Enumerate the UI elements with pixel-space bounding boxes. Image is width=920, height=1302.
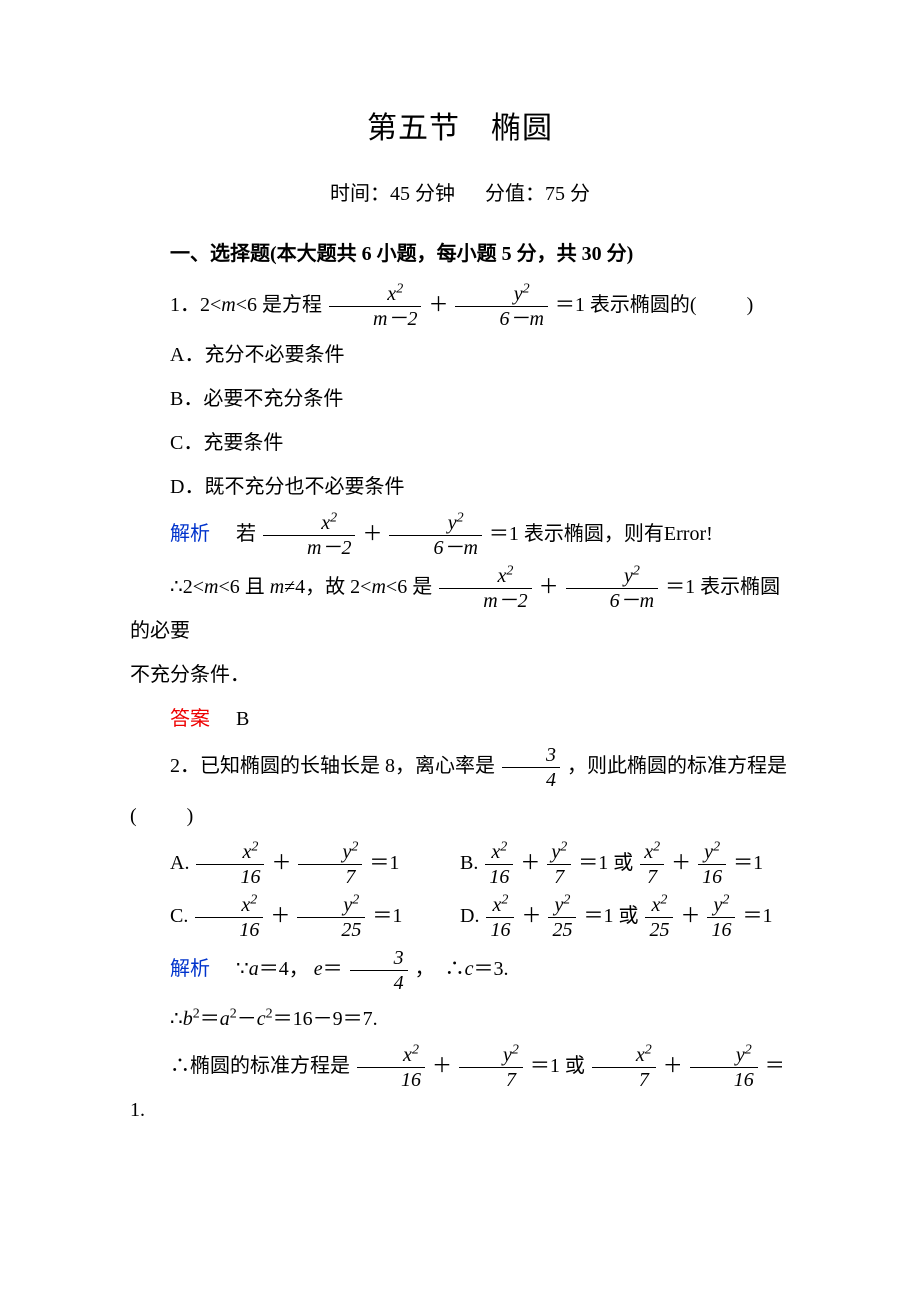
q2-options-row-2: C. x216 ＋ y225 ＝1 D. x216 ＋ y225 ＝1 或 x2… — [130, 894, 790, 941]
time-value: 45 分钟 — [390, 183, 455, 205]
q2-solution-label: 解析 — [170, 958, 210, 980]
q2-option-c: C. x216 ＋ y225 ＝1 — [130, 894, 460, 941]
q1-frac-x: x2 m－2 — [329, 283, 421, 330]
q1-stem-prefix: 1．2< — [170, 294, 221, 316]
q2-option-b: B. x216 ＋ y27 ＝1 或 x27 ＋ y216 ＝1 — [460, 841, 790, 888]
score-label: 分值： — [485, 183, 545, 205]
q1-answer-label: 答案 — [170, 708, 210, 730]
q2-stem-b: ，则此椭圆的标准方程是 — [567, 755, 787, 777]
q1-sol-t5: ≠4，故 2< — [284, 576, 371, 598]
q2-solution-line3: ∴椭圆的标准方程是 x216 ＋ y27 ＝1 或 x27 ＋ y216 ＝1. — [130, 1044, 790, 1129]
time-label: 时间： — [330, 183, 390, 205]
q1-paren-close: ) — [747, 294, 754, 316]
q1-frac-y-den-6: 6－ — [499, 308, 529, 330]
q1-option-a: A．充分不必要条件 — [130, 336, 790, 374]
q2-option-d: D. x216 ＋ y225 ＝1 或 x225 ＋ y216 ＝1 — [460, 894, 790, 941]
q1-frac-x-den-2: －2 — [387, 308, 417, 330]
q2-solution-line2: ∴b2＝a2－c2＝16－9＝7. — [130, 1000, 790, 1038]
q1-option-d: D．既不充分也不必要条件 — [130, 468, 790, 506]
q2-option-a: A. x216 ＋ y27 ＝1 — [130, 841, 460, 888]
q1-solution-line3: 不充分条件． — [130, 656, 790, 694]
q1-frac-y-num: y — [514, 283, 523, 305]
q2-sol-l3a: ∴椭圆的标准方程是 — [170, 1055, 350, 1077]
q1-sol-t4: <6 且 — [218, 576, 269, 598]
q2-stem-a: 2．已知椭圆的长轴长是 8，离心率是 — [170, 755, 495, 777]
q2-solution-line1: 解析 ∵a＝4， e＝ 34 ， ∴c＝3. — [130, 947, 790, 994]
q1-option-b: B．必要不充分条件 — [130, 380, 790, 418]
q1-option-c: C．充要条件 — [130, 424, 790, 462]
q1-sol-frac-x: x2 m－2 — [263, 512, 355, 559]
q2-paren: () — [130, 797, 790, 835]
q1-frac-x-den-m: m — [373, 308, 387, 330]
section-1-heading: 一、选择题(本大题共 6 小题，每小题 5 分，共 30 分) — [130, 235, 790, 273]
q1-answer-value: B — [236, 708, 249, 730]
q1-sol2-frac-x: x2 m－2 — [439, 565, 531, 612]
q1-answer: 答案 B — [130, 700, 790, 738]
score-value: 75 分 — [545, 183, 590, 205]
q1-stem-mid: <6 是方程 — [236, 294, 322, 316]
q2-e-frac: 3 4 — [502, 744, 560, 791]
q1-sol2-frac-y: y2 6－m — [566, 565, 658, 612]
q1-stem: 1．2<m<6 是方程 x2 m－2 ＋ y2 6－m ＝1 表示椭圆的() — [130, 283, 790, 330]
q1-plus: ＋ — [428, 294, 448, 316]
q2-stem: 2．已知椭圆的长轴长是 8，离心率是 3 4 ，则此椭圆的标准方程是 — [130, 744, 790, 791]
q1-frac-y-den-m: m — [529, 308, 543, 330]
page-subtitle: 时间：45 分钟 分值：75 分 — [130, 175, 790, 213]
q1-sol-t6: <6 是 — [386, 576, 432, 598]
page-title: 第五节 椭圆 — [130, 100, 790, 157]
q1-solution-line2: ∴2<m<6 且 m≠4，故 2<m<6 是 x2 m－2 ＋ y2 6－m ＝… — [130, 565, 790, 650]
q1-eq-tail: ＝1 表示椭圆的( — [555, 294, 697, 316]
q1-frac-x-num: x — [387, 283, 396, 305]
q1-frac-y: y2 6－m — [455, 283, 547, 330]
q1-sol-frac-y: y2 6－m — [389, 512, 481, 559]
q1-solution-line1: 解析 若 x2 m－2 ＋ y2 6－m ＝1 表示椭圆，则有Error! — [130, 512, 790, 559]
q1-sol-t2: ＝1 表示椭圆，则有Error! — [489, 523, 713, 545]
q1-var-m: m — [221, 294, 235, 316]
q2-options-row-1: A. x216 ＋ y27 ＝1 B. x216 ＋ y27 ＝1 或 x27 … — [130, 841, 790, 888]
q1-sol-t1: 若 — [236, 523, 256, 545]
q1-sol-t3: ∴2< — [170, 576, 204, 598]
q1-solution-label: 解析 — [170, 523, 210, 545]
